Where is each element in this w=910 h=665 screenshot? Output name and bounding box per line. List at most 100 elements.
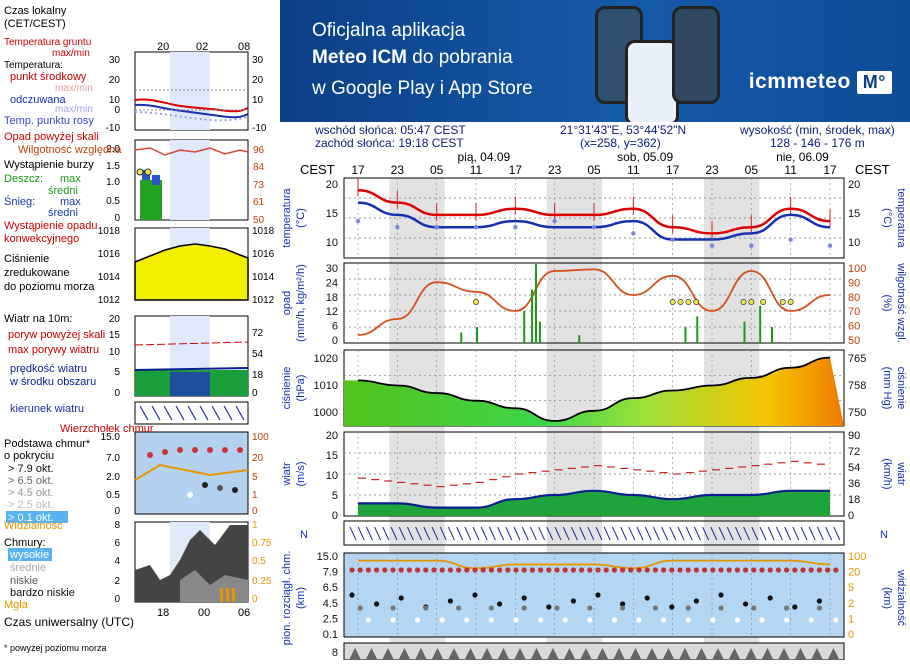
axis-tick-label: 18 xyxy=(326,292,338,304)
wind-arrow xyxy=(800,526,808,541)
cloud-top-dot xyxy=(423,567,429,573)
hour-label: 17 xyxy=(351,163,365,177)
cloud-base-dot xyxy=(497,601,503,607)
wind-arrow xyxy=(644,526,652,541)
wind-arrow xyxy=(472,526,480,541)
axis-tick-label: 15.0 xyxy=(317,551,338,563)
cloud-top-dot xyxy=(562,567,568,573)
legend-temp-tick-r: 30 xyxy=(252,55,264,66)
legend-pressure-2: zredukowane xyxy=(4,267,69,279)
legend-mini-temp xyxy=(134,51,249,131)
dew-point-dot xyxy=(788,237,793,242)
legend-feels: odczuwana xyxy=(10,94,67,106)
legend-footnote: * powyżej poziomu morza xyxy=(4,643,107,653)
meteogram-svg: CEST CEST 17 23 05 11 17 23 05 11 17 23 05 11 17 pią… xyxy=(281,150,907,661)
cloud-top-dot xyxy=(439,567,445,573)
winddir-panel xyxy=(343,520,845,546)
dew-point-dot xyxy=(395,225,400,230)
tz-label-left: CEST xyxy=(300,162,335,177)
axis-tick-label: 90 xyxy=(848,277,860,289)
legend-clouds-tick-r: 1 xyxy=(252,520,258,531)
cloud-top-dot xyxy=(349,567,355,573)
axis-tick-label: 6.5 xyxy=(323,582,338,594)
axis-tick-label: 0 xyxy=(848,510,854,522)
humidity-ylabel: wilgotność wzgl. xyxy=(895,262,907,342)
legend-cloud-tick: 2.0 xyxy=(106,472,120,483)
cloud-top-dot xyxy=(693,567,699,573)
cloud-base-dot xyxy=(423,605,429,611)
cloud-base-dot xyxy=(415,617,421,623)
cloud-base-dot xyxy=(661,617,667,623)
axis-tick-label: 0 xyxy=(332,335,338,347)
legend-mini-cloud xyxy=(134,431,249,515)
wind-arrow xyxy=(595,526,603,541)
legend-temp-tick: 0 xyxy=(114,105,120,116)
cloud-base-dot xyxy=(784,605,790,611)
app-promo-banner[interactable]: Oficjalna aplikacja Meteo ICM do pobrani… xyxy=(280,0,910,122)
cloud-base-dot xyxy=(488,617,494,623)
wind-ylabel-unit: (m/s) xyxy=(295,461,307,486)
wind-arrow xyxy=(546,526,554,541)
cloud-top-dot xyxy=(825,567,831,573)
legend-wind-tick: 20 xyxy=(109,314,121,325)
dew-point-dot xyxy=(670,237,675,242)
axis-tick-label: 2 xyxy=(848,598,854,610)
legend-snow-max: max xyxy=(60,196,81,208)
cloud-top-dot xyxy=(677,567,683,573)
cloud-base-dot xyxy=(620,601,626,607)
pressure-ylabel-unit: (hPa) xyxy=(295,375,307,402)
cloud-shape xyxy=(514,648,526,660)
cloud-base-dot xyxy=(792,604,798,610)
pressure-ylabel-r: ciśnienie xyxy=(895,367,907,410)
axis-tick-label: 750 xyxy=(848,407,866,419)
cloud-top-dot xyxy=(365,567,371,573)
cloud-base-dot xyxy=(464,617,470,623)
meteogram: CEST CEST 17 23 05 11 17 23 05 11 17 23 05 11 17 pią… xyxy=(280,150,910,661)
hour-label: 05 xyxy=(430,163,444,177)
banner-line-1: Oficjalna aplikacja xyxy=(312,20,466,41)
humidity-line xyxy=(357,268,831,336)
wind-arrow xyxy=(456,526,464,541)
legend-clouds-tick-r: 0.5 xyxy=(252,556,266,567)
precip-bar xyxy=(743,321,746,343)
cloud-shape xyxy=(728,648,741,660)
legend-precip-tick: 0.5 xyxy=(106,196,120,207)
wind-arrow xyxy=(538,526,546,541)
legend-tz-title-2: (CET/CEST) xyxy=(4,18,66,30)
storm-marker xyxy=(685,299,692,305)
legend-wind-tick: 10 xyxy=(109,347,121,358)
axis-tick-label: 1000 xyxy=(314,407,338,419)
wind-arrow xyxy=(767,526,775,541)
legend-temp-tick-r: -10 xyxy=(252,123,267,134)
cloud-top-dot xyxy=(431,567,437,573)
cloud-base-dot xyxy=(816,605,823,611)
wind-arrow xyxy=(415,526,423,541)
cloud-top-dot xyxy=(390,567,396,573)
cloud-top-dot xyxy=(767,567,773,573)
legend-temp-tick: 30 xyxy=(109,55,121,66)
legend-pressure-tick-r: 1016 xyxy=(252,249,275,260)
cloud-shape xyxy=(415,648,427,660)
pressure-ylabel: ciśnienie xyxy=(281,367,293,410)
visibility-line xyxy=(358,559,831,570)
cloud-base-dot xyxy=(521,605,527,611)
wind-arrow xyxy=(431,526,439,541)
legend-precip-tick: 0 xyxy=(114,213,120,224)
cloud-shape xyxy=(497,648,510,660)
legend-cloud-tick: 15.0 xyxy=(101,432,121,443)
coordinates: 21°31'43"E, 53°44'52"N xyxy=(560,123,687,137)
cloud-top-dot xyxy=(669,567,675,573)
wind-arrow xyxy=(816,526,824,541)
cloud-base-dot xyxy=(751,605,757,611)
precip-bar xyxy=(523,311,526,343)
wind-arrow xyxy=(636,526,644,541)
legend-top-hour: 02 xyxy=(196,41,208,53)
precip-bar xyxy=(476,327,478,343)
legend-precip-above: Opad powyżej skali xyxy=(4,131,99,143)
axis-tick-label: 4.5 xyxy=(323,598,338,610)
wind-arrow xyxy=(390,526,398,541)
wind-arrow xyxy=(562,526,570,541)
legend-wind-tick: 15 xyxy=(109,330,121,341)
wind-arrow xyxy=(423,526,431,541)
wind-arrow xyxy=(447,526,455,541)
